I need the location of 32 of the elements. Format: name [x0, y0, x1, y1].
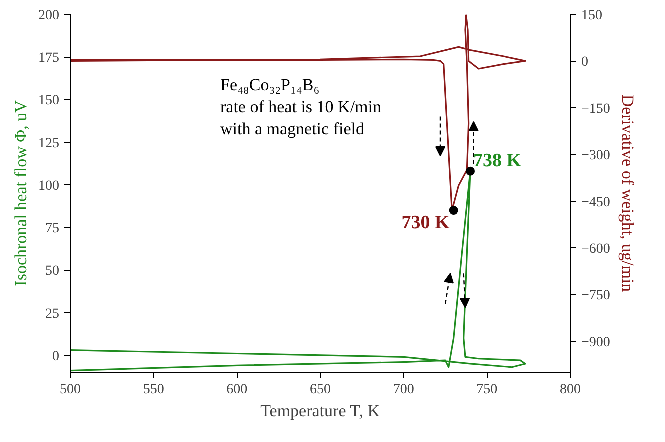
- y2-tick-label: −750: [582, 288, 610, 304]
- x-tick-label: 550: [143, 382, 164, 398]
- y2-tick-label: −450: [582, 195, 610, 210]
- y2-tick-label: −300: [582, 148, 610, 164]
- x-tick-label: 750: [476, 382, 498, 398]
- y2-axis-title: Derivative of weight, ug/min: [618, 94, 638, 293]
- y2-tick-label: −900: [582, 335, 610, 350]
- x-tick-label: 800: [560, 382, 581, 398]
- y-tick-label: 75: [46, 222, 60, 237]
- annotation: with a magnetic field: [220, 120, 365, 138]
- y-tick-label: 0: [52, 349, 60, 364]
- y-tick-label: 125: [38, 136, 60, 152]
- y2-tick-label: 150: [582, 8, 602, 24]
- y-tick-label: 175: [38, 51, 60, 66]
- y2-tick-label: 0: [582, 55, 588, 70]
- annotation: Fe₄₈Co₃₂P₁₄B₆: [220, 76, 320, 94]
- x-tick-label: 650: [310, 382, 331, 398]
- y-axis-title: Isochronal heat flow Φ, uV: [12, 100, 30, 286]
- x-tick-label: 500: [60, 382, 81, 398]
- y-tick-label: 50: [46, 264, 60, 280]
- y2-tick-label: −150: [582, 102, 610, 117]
- x-tick-label: 700: [393, 382, 414, 398]
- annotation: 730 K: [402, 212, 450, 234]
- y-tick-label: 200: [38, 8, 60, 24]
- x-axis-title: Temperature T, K: [260, 402, 381, 420]
- y2-tick-label: −600: [582, 242, 610, 257]
- y-tick-label: 150: [38, 94, 60, 109]
- annotation: rate of heat is 10 K/min: [220, 98, 382, 116]
- y-tick-label: 100: [38, 178, 60, 194]
- x-tick-label: 600: [226, 382, 248, 398]
- y-tick-label: 25: [46, 306, 60, 322]
- annotation: 738 K: [474, 150, 522, 172]
